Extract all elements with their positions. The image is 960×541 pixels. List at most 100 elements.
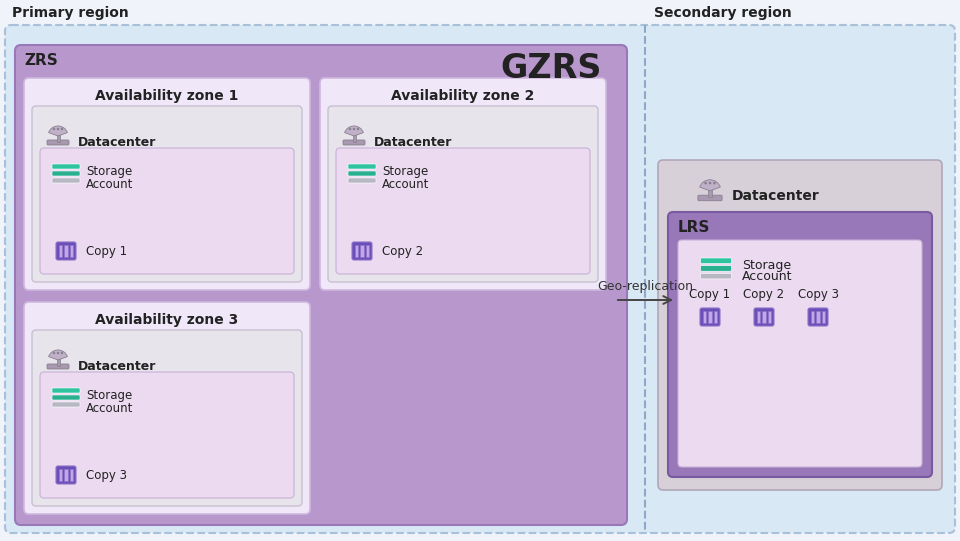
Bar	[762, 311, 766, 323]
Text: Datacenter: Datacenter	[374, 135, 452, 148]
FancyBboxPatch shape	[52, 178, 80, 183]
FancyBboxPatch shape	[701, 258, 732, 263]
Text: Account: Account	[742, 270, 793, 283]
FancyBboxPatch shape	[40, 372, 294, 498]
Text: Datacenter: Datacenter	[78, 360, 156, 373]
FancyBboxPatch shape	[15, 45, 627, 525]
Bar	[816, 311, 820, 323]
Circle shape	[713, 182, 716, 184]
Circle shape	[57, 352, 60, 354]
FancyBboxPatch shape	[336, 148, 590, 274]
FancyBboxPatch shape	[668, 212, 932, 477]
FancyBboxPatch shape	[808, 308, 828, 326]
Wedge shape	[49, 350, 67, 360]
FancyBboxPatch shape	[56, 466, 76, 484]
Bar	[768, 311, 771, 323]
FancyBboxPatch shape	[701, 266, 732, 271]
FancyBboxPatch shape	[658, 160, 942, 490]
Bar	[811, 311, 814, 323]
FancyBboxPatch shape	[328, 106, 598, 282]
FancyBboxPatch shape	[32, 106, 302, 282]
Text: Copy 1: Copy 1	[86, 245, 127, 258]
Bar	[708, 311, 711, 323]
Bar	[59, 469, 62, 481]
FancyBboxPatch shape	[47, 364, 69, 369]
FancyBboxPatch shape	[348, 164, 376, 169]
FancyBboxPatch shape	[24, 78, 310, 290]
Bar	[822, 311, 826, 323]
FancyArrowPatch shape	[618, 296, 671, 304]
Text: Availability zone 2: Availability zone 2	[392, 89, 535, 103]
FancyBboxPatch shape	[52, 164, 80, 169]
Text: Copy 2: Copy 2	[743, 288, 784, 301]
Wedge shape	[700, 180, 720, 191]
FancyBboxPatch shape	[320, 78, 606, 290]
FancyBboxPatch shape	[754, 308, 774, 326]
Text: Storage: Storage	[382, 166, 428, 179]
FancyBboxPatch shape	[52, 171, 80, 176]
FancyBboxPatch shape	[47, 140, 69, 145]
Text: Secondary region: Secondary region	[654, 6, 792, 20]
Text: Storage: Storage	[86, 390, 132, 403]
FancyBboxPatch shape	[352, 242, 372, 260]
Circle shape	[57, 128, 60, 130]
Wedge shape	[345, 126, 364, 136]
Bar	[64, 245, 68, 257]
FancyBboxPatch shape	[678, 240, 922, 467]
Circle shape	[348, 128, 351, 130]
Text: GZRS: GZRS	[500, 52, 601, 85]
Circle shape	[353, 128, 355, 130]
FancyBboxPatch shape	[56, 242, 76, 260]
FancyBboxPatch shape	[698, 195, 722, 201]
Bar	[59, 245, 62, 257]
Text: Availability zone 1: Availability zone 1	[95, 89, 239, 103]
FancyBboxPatch shape	[5, 25, 955, 533]
Text: Primary region: Primary region	[12, 6, 129, 20]
Circle shape	[357, 128, 359, 130]
FancyBboxPatch shape	[343, 140, 365, 145]
FancyBboxPatch shape	[52, 395, 80, 400]
Text: Availability zone 3: Availability zone 3	[95, 313, 239, 327]
FancyBboxPatch shape	[700, 308, 720, 326]
FancyBboxPatch shape	[701, 273, 732, 279]
Circle shape	[53, 352, 56, 354]
FancyBboxPatch shape	[40, 148, 294, 274]
Circle shape	[53, 128, 56, 130]
Text: Datacenter: Datacenter	[78, 135, 156, 148]
Bar	[57, 132, 60, 142]
Text: Storage: Storage	[86, 166, 132, 179]
Text: Account: Account	[382, 177, 429, 190]
Text: Copy 3: Copy 3	[86, 469, 127, 481]
Bar	[703, 311, 707, 323]
Text: Copy 1: Copy 1	[689, 288, 731, 301]
Bar	[352, 132, 355, 142]
Bar	[366, 245, 370, 257]
Circle shape	[705, 182, 707, 184]
Bar	[360, 245, 364, 257]
Text: Datacenter: Datacenter	[732, 189, 820, 203]
FancyBboxPatch shape	[52, 388, 80, 393]
FancyBboxPatch shape	[32, 330, 302, 506]
Circle shape	[60, 352, 63, 354]
Circle shape	[708, 182, 711, 184]
Bar	[70, 245, 73, 257]
Text: ZRS: ZRS	[24, 53, 58, 68]
FancyBboxPatch shape	[348, 178, 376, 183]
Bar	[355, 245, 358, 257]
Wedge shape	[49, 126, 67, 136]
Bar	[713, 311, 717, 323]
Text: Copy 2: Copy 2	[382, 245, 423, 258]
Bar	[756, 311, 760, 323]
Text: Account: Account	[86, 177, 133, 190]
Bar	[708, 187, 711, 197]
Bar	[70, 469, 73, 481]
Text: Copy 3: Copy 3	[798, 288, 838, 301]
FancyBboxPatch shape	[24, 302, 310, 514]
Text: Account: Account	[86, 401, 133, 414]
Bar	[64, 469, 68, 481]
Text: Storage: Storage	[742, 259, 791, 272]
Circle shape	[60, 128, 63, 130]
Text: LRS: LRS	[678, 220, 710, 235]
Bar	[57, 356, 60, 366]
Text: Geo-replication: Geo-replication	[597, 280, 693, 293]
